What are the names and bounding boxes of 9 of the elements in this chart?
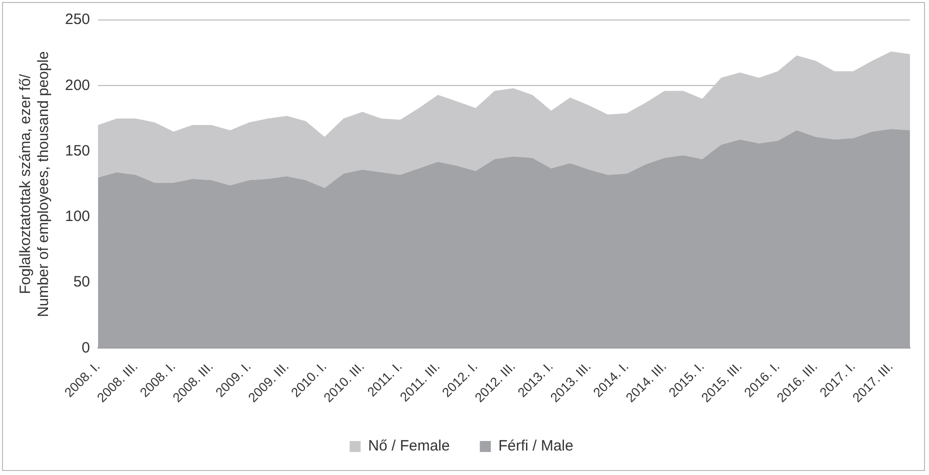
y-tick-label: 200 [64,76,90,94]
y-tick-label: 100 [64,208,90,226]
y-tick-label: 50 [73,274,90,291]
y-tick-label: 150 [64,142,90,160]
y-tick-label: 0 [82,339,90,356]
legend-label: Férfi / Male [498,438,574,455]
y-axis-title: Foglalkoztatottak száma, ezer fő/ Number of employees, thousand people [17,51,52,318]
legend-label: Nő / Female [368,438,450,455]
y-tick-label: 250 [64,11,90,28]
